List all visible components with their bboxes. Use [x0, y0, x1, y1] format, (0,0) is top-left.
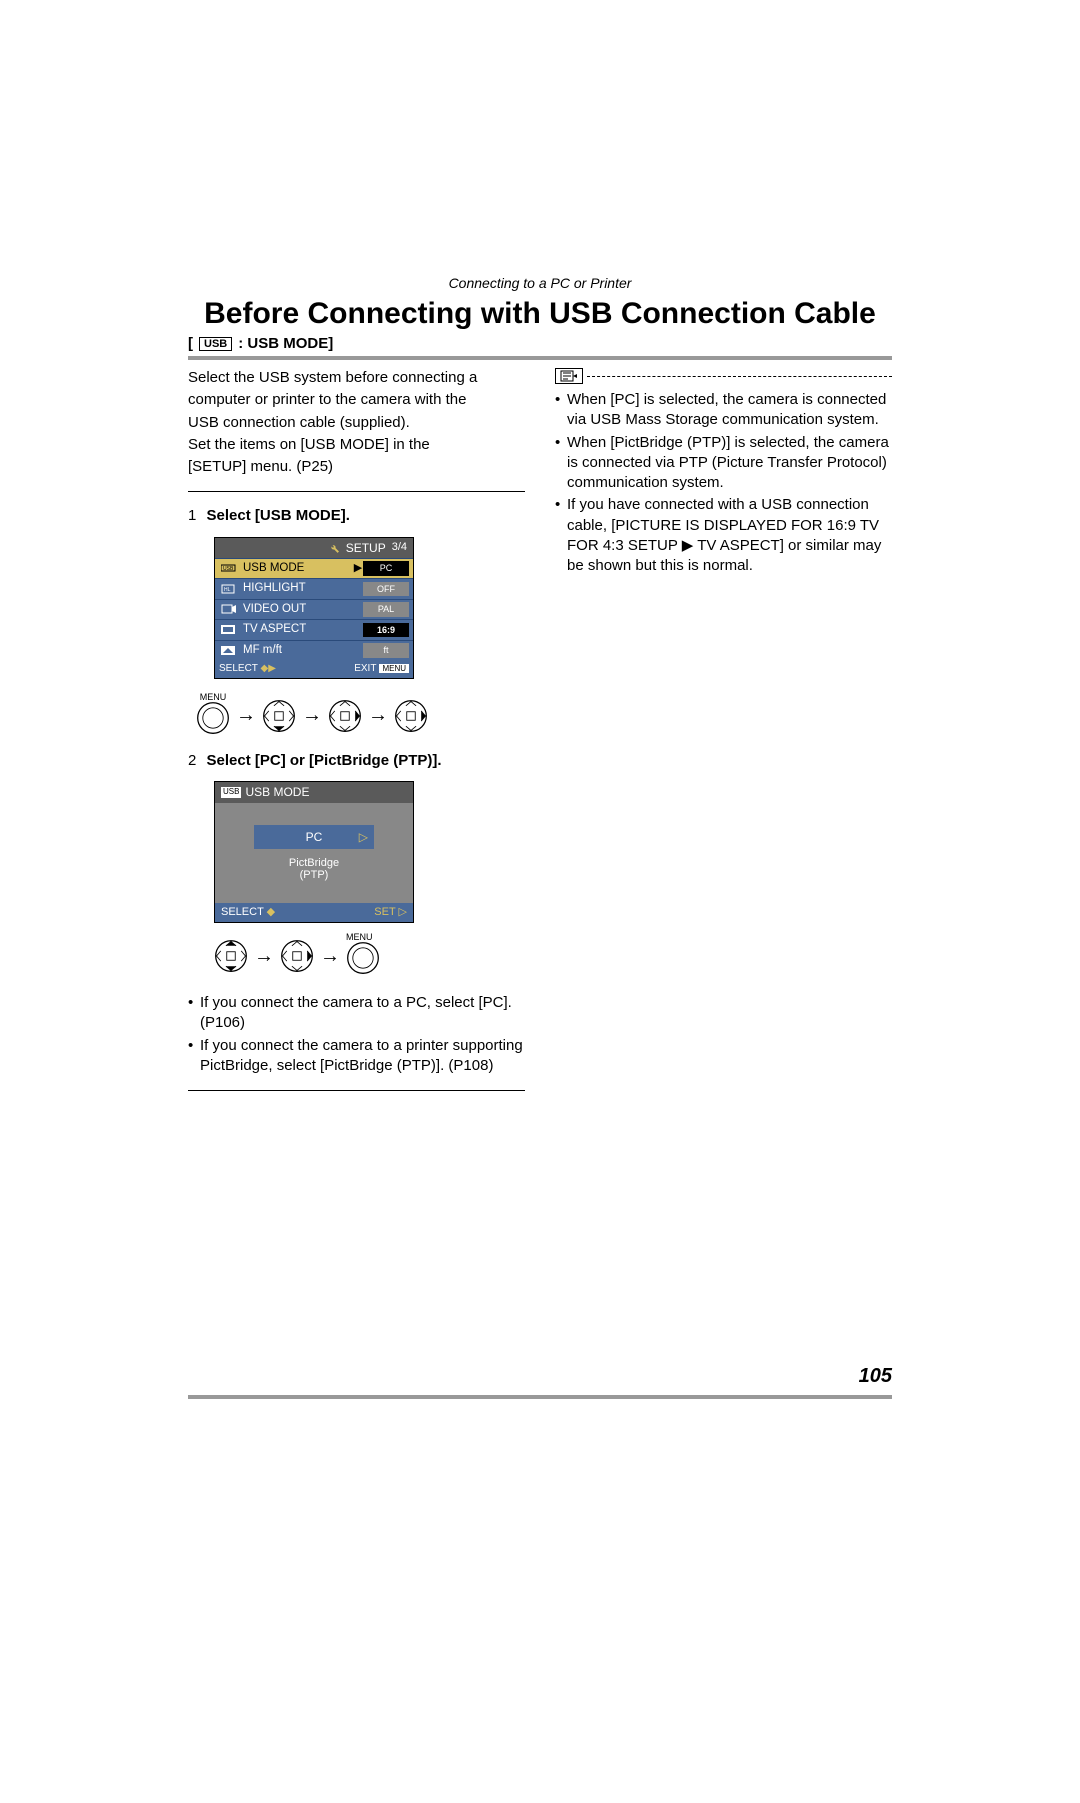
subtitle-text: : USB MODE]: [238, 335, 333, 352]
footer-select-label: SELECT: [221, 906, 264, 918]
button-flow-2: → → MENU: [214, 931, 525, 981]
arrow-icon: →: [320, 943, 340, 970]
left-column: Select the USB system before connecting …: [188, 368, 525, 1105]
menu-value: PAL: [363, 602, 409, 616]
list-item: If you have connected with a USB connect…: [555, 495, 892, 576]
menu-row-tv[interactable]: TV ASPECT 16:9: [215, 619, 413, 640]
usb-mode-screen: USB USB MODE PC PictBridge (PTP) SELECT …: [214, 781, 414, 922]
step2-title: Select [PC] or [PictBridge (PTP)].: [207, 752, 442, 769]
step-number: 2: [188, 752, 196, 769]
dpad-right-icon: [328, 699, 362, 733]
select-arrow-icon: ▶: [353, 561, 363, 576]
menu-button-icon: [196, 701, 230, 735]
right-bullet-list: When [PC] is selected, the camera is con…: [555, 390, 892, 576]
footer-set-label: SET: [374, 906, 395, 918]
usb-mode-header: USB USB MODE: [215, 782, 413, 802]
subtitle: [ USB : USB MODE]: [188, 335, 1080, 352]
menu-row-mf[interactable]: MF m/ft ft: [215, 640, 413, 661]
intro-line: Select the USB system before connecting …: [188, 368, 525, 388]
step2-bullet-list: If you connect the camera to a PC, selec…: [188, 993, 525, 1076]
step1-heading: 1 Select [USB MODE].: [188, 506, 525, 526]
setup-menu-footer: SELECT ◆▶ EXITMENU: [215, 660, 413, 678]
highlight-icon: HL: [219, 582, 239, 596]
divider-bar: [188, 356, 892, 360]
wrench-icon: [328, 542, 340, 554]
page-title: Before Connecting with USB Connection Ca…: [0, 297, 1080, 331]
arrow-icon: →: [368, 702, 388, 729]
usb-option-pc[interactable]: PC: [254, 825, 374, 849]
right-column: When [PC] is selected, the camera is con…: [555, 368, 892, 1105]
intro-paragraph: Select the USB system before connecting …: [188, 368, 525, 477]
setup-label: SETUP: [346, 540, 386, 556]
menu-label: TV ASPECT: [243, 622, 353, 638]
arrow-icon: →: [236, 702, 256, 729]
section-header: Connecting to a PC or Printer: [0, 275, 1080, 291]
menu-value: OFF: [363, 582, 409, 596]
menu-value: 16:9: [363, 623, 409, 637]
menu-label: USB MODE: [243, 561, 353, 577]
intro-line: computer or printer to the camera with t…: [188, 390, 525, 410]
menu-row-highlight[interactable]: HL HIGHLIGHT OFF: [215, 578, 413, 599]
usb-mode-footer: SELECT ◆ SET ▷: [215, 903, 413, 922]
setup-page: 3/4: [392, 540, 407, 555]
menu-row-usb[interactable]: USB USB MODE ▶ PC: [215, 558, 413, 579]
list-item: If you connect the camera to a printer s…: [188, 1036, 525, 1077]
usb-header-label: USB MODE: [245, 784, 309, 800]
list-item: If you connect the camera to a PC, selec…: [188, 993, 525, 1034]
dash-line: [587, 376, 892, 377]
intro-line: [SETUP] menu. (P25): [188, 457, 525, 477]
rule: [188, 1090, 525, 1091]
menu-value: ft: [363, 643, 409, 657]
dpad-down-icon: [262, 699, 296, 733]
footer-select-label: SELECT: [219, 663, 258, 674]
rule: [188, 491, 525, 492]
opt-label: (PTP): [300, 869, 329, 881]
menu-label: VIDEO OUT: [243, 602, 353, 618]
menu-button-icon: [346, 941, 380, 975]
opt-label: PictBridge: [289, 857, 339, 869]
list-item: When [PictBridge (PTP)] is selected, the…: [555, 433, 892, 494]
mf-icon: [219, 644, 239, 658]
page-number: 105: [859, 1365, 892, 1388]
usb-option-pictbridge[interactable]: PictBridge (PTP): [254, 853, 374, 885]
dpad-right-icon: [280, 939, 314, 973]
menu-box-label: MENU: [379, 664, 409, 673]
step1-title: Select [USB MODE].: [207, 507, 350, 524]
button-flow-1: MENU → → →: [196, 691, 525, 741]
note-icon: [555, 368, 583, 384]
opt-label: PC: [306, 830, 323, 844]
menu-label: MF m/ft: [243, 643, 353, 659]
intro-line: Set the items on [USB MODE] in the: [188, 435, 525, 455]
video-out-icon: [219, 602, 239, 616]
note-heading: [555, 368, 892, 384]
usb-tag: USB: [221, 787, 241, 798]
step2-heading: 2 Select [PC] or [PictBridge (PTP)].: [188, 751, 525, 771]
intro-line: USB connection cable (supplied).: [188, 413, 525, 433]
arrow-icon: →: [254, 943, 274, 970]
setup-menu-header: SETUP 3/4: [215, 538, 413, 558]
svg-text:USB: USB: [223, 566, 234, 572]
menu-label: HIGHLIGHT: [243, 581, 353, 597]
arrow-icon: →: [302, 702, 322, 729]
svg-text:HL: HL: [224, 587, 231, 593]
list-item: When [PC] is selected, the camera is con…: [555, 390, 892, 431]
menu-row-video[interactable]: VIDEO OUT PAL: [215, 599, 413, 620]
footer-exit-label: EXIT: [354, 663, 376, 674]
dpad-updown-icon: [214, 939, 248, 973]
usb-icon-label: USB: [199, 337, 232, 351]
footer-rule: [188, 1395, 892, 1399]
usb-icon: USB: [219, 561, 239, 575]
dpad-right-icon: [394, 699, 428, 733]
tv-aspect-icon: [219, 623, 239, 637]
menu-value: PC: [363, 561, 409, 575]
setup-menu-screen: SETUP 3/4 USB USB MODE ▶ PC HL HIGHLIGHT…: [214, 537, 414, 679]
step-number: 1: [188, 507, 196, 524]
